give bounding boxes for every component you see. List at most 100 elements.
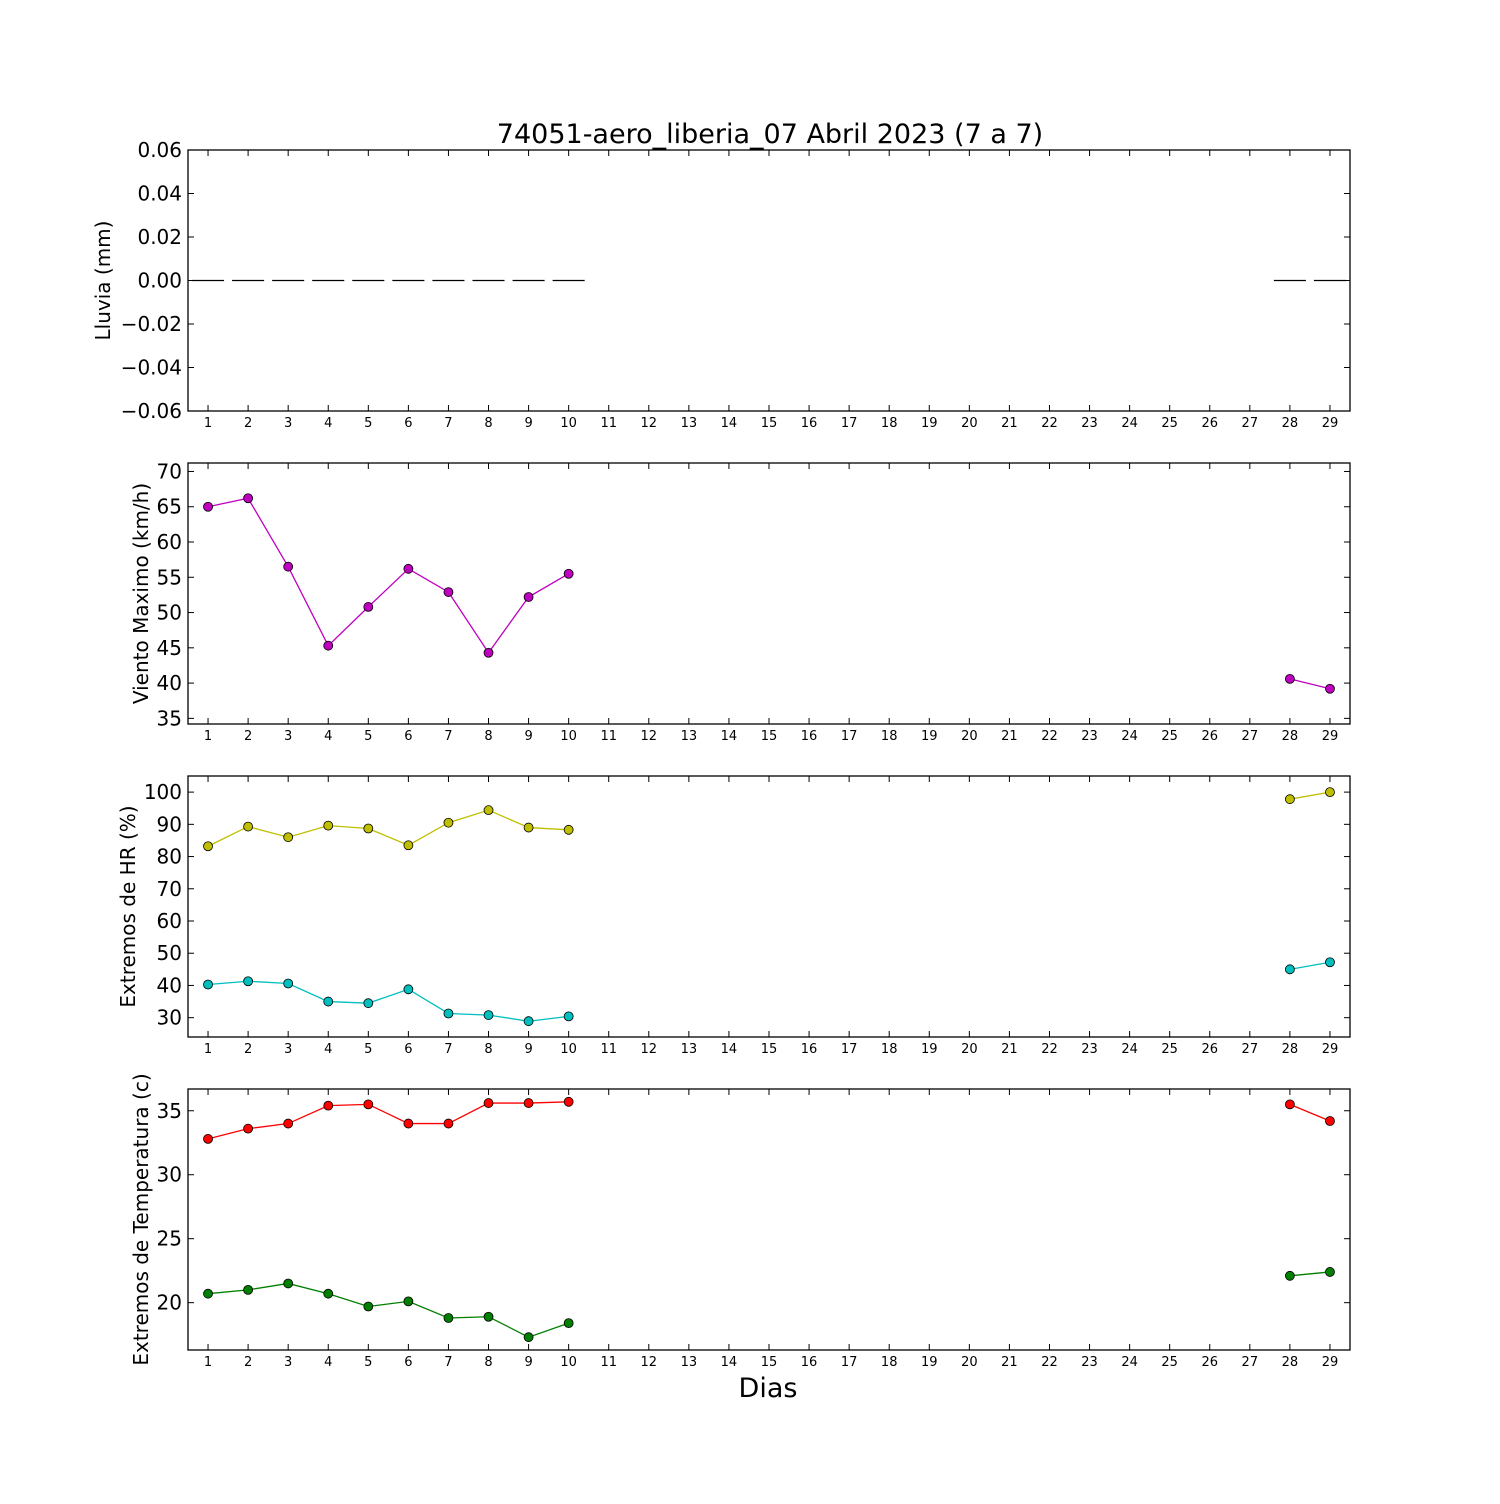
panel-temperatura: 1 2 3 4 5 6 7 8 9 10 11 12 13 14 15 16 17 18 19 20 21 22 23 24 2… <box>129 1073 1351 1370</box>
y-tick-label: 40 <box>157 671 182 695</box>
x-tick-label: 17 <box>841 1042 858 1057</box>
x-tick-label: 27 <box>1242 729 1259 744</box>
x-tick-label: 16 <box>801 1042 818 1057</box>
y-tick-label: 0.00 <box>137 269 182 293</box>
y-tick-label: 80 <box>157 845 182 869</box>
x-tick-label: 3 <box>284 416 292 431</box>
x-tick-label: 19 <box>921 729 938 744</box>
data-point <box>203 841 213 852</box>
y-tick-label: 60 <box>157 909 182 933</box>
y-tick-label: 25 <box>157 1227 182 1251</box>
x-tick-label: 2 <box>244 416 252 431</box>
x-axis-label: Dias <box>739 1373 798 1404</box>
x-tick-label: 5 <box>364 1355 372 1370</box>
series-line <box>1289 678 1331 690</box>
x-tick-label: 10 <box>560 1355 577 1370</box>
x-tick-label: 14 <box>721 1042 738 1057</box>
x-tick-label: 17 <box>841 729 858 744</box>
x-tick-label: 20 <box>961 1355 978 1370</box>
data-point <box>1284 794 1295 805</box>
x-tick-label: 25 <box>1161 729 1178 744</box>
data-point <box>283 1118 294 1129</box>
x-tick-label: 22 <box>1041 416 1058 431</box>
x-tick-label: 7 <box>444 1355 452 1370</box>
data-point <box>243 1284 254 1295</box>
x-tick-label: 19 <box>921 1042 938 1057</box>
x-tick-label: 26 <box>1201 729 1218 744</box>
data-point <box>323 1288 334 1299</box>
x-tick-label: 6 <box>404 416 412 431</box>
x-tick-label: 1 <box>204 1042 212 1057</box>
panel-viento: 1 2 3 4 5 6 7 8 9 10 11 12 13 14 15 16 17 18 19 20 21 22 23 24 2… <box>129 459 1351 744</box>
data-point <box>363 823 374 834</box>
data-point <box>483 1010 494 1020</box>
data-point <box>403 563 414 574</box>
data-point <box>563 824 574 835</box>
y-tick-label: 20 <box>157 1291 182 1315</box>
data-point <box>1325 787 1335 798</box>
x-tick-label: 9 <box>524 1042 532 1057</box>
data-point <box>563 1318 574 1329</box>
x-tick-label: 27 <box>1242 1355 1259 1370</box>
x-tick-label: 6 <box>404 1042 412 1057</box>
data-point <box>283 978 294 989</box>
x-tick-label: 3 <box>284 1355 292 1370</box>
x-tick-label: 24 <box>1121 416 1138 431</box>
x-tick-label: 1 <box>204 1355 212 1370</box>
data-point <box>523 1016 534 1027</box>
x-tick-label: 6 <box>404 1355 412 1370</box>
y-tick-label: 100 <box>144 780 182 804</box>
y-tick-label: 35 <box>157 1099 182 1123</box>
series-line <box>1289 1271 1331 1277</box>
x-tick-label: 12 <box>641 416 658 431</box>
data-point <box>363 602 374 612</box>
x-tick-label: 12 <box>641 1355 658 1370</box>
data-point <box>283 832 294 843</box>
x-tick-label: 14 <box>721 416 738 431</box>
data-point <box>283 1278 294 1289</box>
x-tick-label: 24 <box>1121 1355 1138 1370</box>
x-tick-label: 26 <box>1201 1355 1218 1370</box>
chart-title: 74051-aero_liberia_07 Abril 2023 (7 a 7) <box>497 119 1043 150</box>
x-tick-label: 18 <box>881 1042 898 1057</box>
y-tick-label: −0.06 <box>121 399 182 423</box>
data-point <box>483 1311 494 1322</box>
data-point <box>243 976 254 987</box>
data-point <box>323 640 334 651</box>
x-tick-label: 11 <box>600 729 617 744</box>
data-point <box>403 1118 414 1129</box>
x-tick-label: 22 <box>1041 729 1058 744</box>
series-line <box>207 980 569 1022</box>
data-point <box>203 979 213 990</box>
x-tick-label: 14 <box>721 729 738 744</box>
x-tick-label: 23 <box>1081 1355 1098 1370</box>
x-tick-label: 25 <box>1161 1042 1178 1057</box>
x-tick-label: 3 <box>284 1042 292 1057</box>
data-point <box>283 561 294 572</box>
data-point <box>563 1096 574 1107</box>
y-tick-label: 65 <box>157 495 182 519</box>
data-point <box>443 587 454 597</box>
series-line <box>1289 791 1331 800</box>
data-point <box>323 1100 334 1111</box>
data-point <box>443 817 454 828</box>
x-tick-label: 13 <box>681 1042 698 1057</box>
data-point <box>243 821 254 832</box>
x-tick-label: 15 <box>761 1042 778 1057</box>
x-tick-label: 14 <box>721 1355 738 1370</box>
x-tick-label: 25 <box>1161 416 1178 431</box>
data-point <box>403 1296 414 1307</box>
x-tick-label: 20 <box>961 729 978 744</box>
data-point <box>203 501 213 512</box>
data-point <box>483 805 494 816</box>
x-tick-label: 21 <box>1001 1042 1018 1057</box>
data-point <box>323 820 334 831</box>
y-tick-label: 90 <box>157 812 182 836</box>
x-tick-label: 12 <box>641 1042 658 1057</box>
x-tick-label: 29 <box>1322 729 1339 744</box>
series-line <box>207 809 569 847</box>
x-tick-label: 18 <box>881 1355 898 1370</box>
data-point <box>443 1313 454 1323</box>
x-tick-label: 5 <box>364 729 372 744</box>
x-tick-label: 7 <box>444 1042 452 1057</box>
